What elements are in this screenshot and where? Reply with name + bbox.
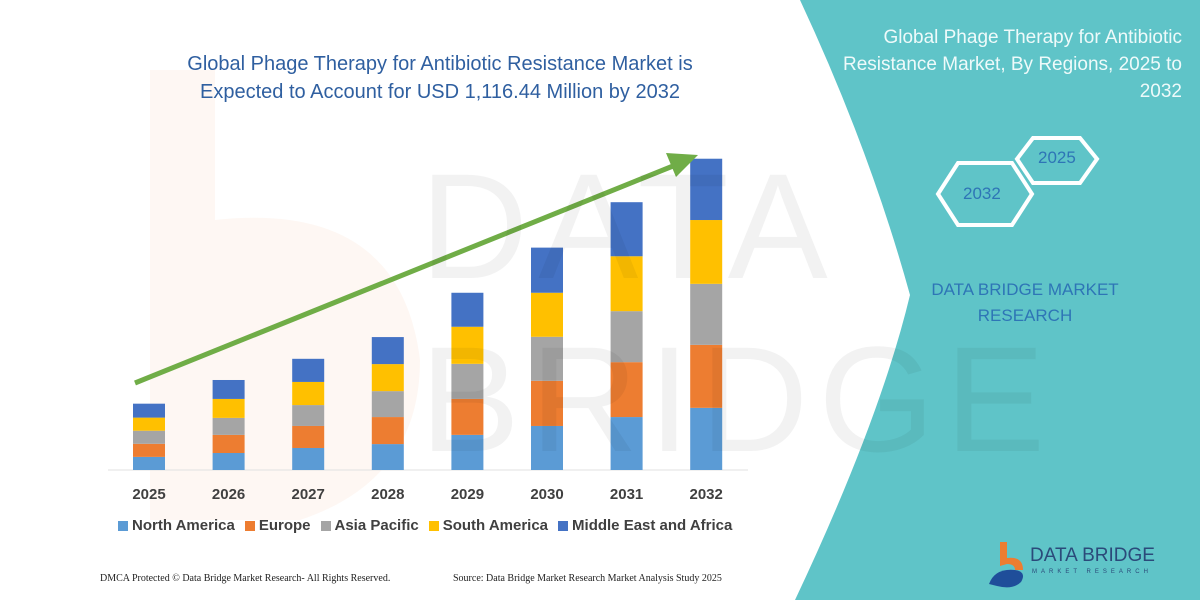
x-tick-label: 2031: [610, 486, 643, 503]
bar-segment-2029-north-america: [451, 434, 484, 470]
bar-segment-2032-middle-east-and-africa: [690, 158, 723, 221]
legend-swatch: [428, 520, 439, 531]
legend-item-asia-pacific: Asia Pacific: [320, 517, 419, 534]
bar-segment-2026-europe: [212, 434, 245, 454]
hex-2025: [1014, 136, 1100, 185]
bar-segment-2029-europe: [451, 398, 484, 435]
x-tick-label: 2028: [371, 486, 404, 503]
bar-segment-2028-north-america: [371, 444, 404, 470]
bar-segment-2028-asia-pacific: [371, 391, 404, 418]
bar-segment-2025-europe: [133, 443, 165, 457]
bar-segment-2027-asia-pacific: [292, 405, 325, 426]
bar-segment-2030-south-america: [531, 292, 563, 337]
legend-label: South America: [442, 517, 549, 534]
bar-segment-2031-europe: [610, 362, 643, 418]
copyright-text: DMCA Protected © Data Bridge Market Rese…: [100, 573, 391, 584]
hex-label-2025: 2025: [1038, 148, 1076, 167]
source-text: Source: Data Bridge Market Research Mark…: [453, 573, 722, 584]
x-tick-label: 2027: [292, 486, 325, 503]
stacked-bar-chart: 2025 2026 2027 2028 2029 2030 2031 2032: [108, 153, 748, 503]
logo-subtitle: MARKET RESEARCH: [1032, 569, 1152, 575]
chart-title: Global Phage Therapy for Antibiotic Resi…: [187, 53, 693, 103]
hex-2032: [935, 161, 1035, 227]
trend-arrow-line: [134, 161, 679, 386]
bar-segment-2030-europe: [531, 380, 563, 426]
logo-name: DATA BRIDGE: [1030, 545, 1155, 566]
bar-segment-2027-north-america: [292, 447, 325, 470]
side-panel-title: Global Phage Therapy for Antibiotic Resi…: [842, 27, 1182, 102]
side-panel: [795, 0, 1200, 600]
chart-legend: North America Europe Asia Pacific South …: [118, 517, 732, 534]
bar-segment-2031-middle-east-and-africa: [610, 202, 643, 257]
legend-swatch: [244, 520, 255, 531]
legend-label: North America: [132, 517, 235, 534]
trend-arrow-head-icon: [666, 153, 698, 177]
brand-text: DATA BRIDGE MARKET RESEARCH: [931, 280, 1119, 325]
bar-segment-2031-north-america: [610, 417, 643, 470]
legend-swatch: [558, 520, 569, 531]
legend-swatch: [118, 520, 128, 531]
bar-segment-2026-middle-east-and-africa: [212, 379, 245, 399]
bar-segment-2031-asia-pacific: [610, 311, 643, 363]
bar-segment-2026-asia-pacific: [212, 417, 245, 435]
data-bridge-logo-icon: [989, 542, 1023, 588]
bar-segment-2030-middle-east-and-africa: [531, 247, 563, 293]
x-tick-label: 2029: [451, 486, 484, 503]
bar-segment-2029-asia-pacific: [451, 363, 484, 399]
x-tick-label: 2032: [690, 486, 723, 503]
bar-segment-2030-asia-pacific: [531, 336, 563, 381]
bar-segment-2029-middle-east-and-africa: [451, 292, 484, 327]
bar-segment-2027-middle-east-and-africa: [292, 358, 325, 382]
bar-segment-2032-north-america: [690, 407, 723, 470]
x-tick-label: 2026: [212, 486, 245, 503]
bar-segment-2026-north-america: [212, 453, 245, 470]
bar-segment-2028-south-america: [371, 364, 404, 392]
bar-segment-2029-south-america: [451, 326, 484, 364]
watermark-text: DATA BRIDGE: [420, 142, 1056, 483]
bar-segment-2027-europe: [292, 425, 325, 448]
bar-segment-2031-south-america: [610, 256, 643, 312]
legend-item-north-america: North America: [118, 517, 235, 534]
hex-label-2032: 2032: [963, 184, 1001, 203]
legend-item-south-america: South America: [428, 517, 549, 534]
legend-label: Middle East and Africa: [572, 517, 733, 534]
x-tick-label: 2030: [530, 486, 563, 503]
legend-label: Europe: [258, 517, 311, 534]
bar-segment-2028-middle-east-and-africa: [371, 337, 404, 365]
legend-item-mea: Middle East and Africa: [558, 517, 732, 534]
legend-swatch: [320, 520, 331, 531]
x-tick-label: 2025: [132, 486, 165, 503]
bar-segment-2032-asia-pacific: [690, 283, 723, 345]
bar-segment-2028-europe: [371, 417, 404, 445]
bar-segment-2030-north-america: [531, 425, 563, 470]
bar-segment-2026-south-america: [212, 398, 245, 418]
legend-label: Asia Pacific: [334, 517, 419, 534]
bar-segment-2025-asia-pacific: [133, 430, 165, 444]
bar-segment-2027-south-america: [292, 381, 325, 406]
bar-segment-2032-south-america: [690, 220, 723, 284]
bar-segment-2032-europe: [690, 344, 723, 408]
bar-segment-2025-south-america: [133, 417, 165, 431]
legend-item-europe: Europe: [244, 517, 311, 534]
bar-segment-2025-north-america: [133, 456, 165, 470]
bar-segment-2025-middle-east-and-africa: [133, 403, 165, 418]
